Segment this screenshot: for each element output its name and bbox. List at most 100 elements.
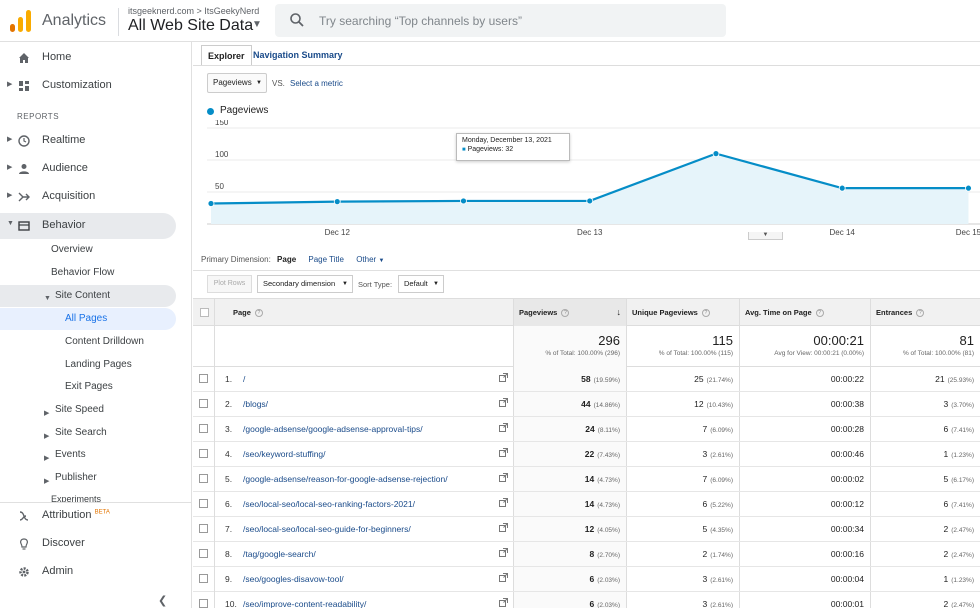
metric-dropdown[interactable]: Pageviews ▼ bbox=[207, 73, 267, 93]
help-icon[interactable]: ? bbox=[254, 309, 263, 318]
row-checkbox[interactable] bbox=[199, 549, 208, 558]
caret-down-icon[interactable]: ▼ bbox=[252, 19, 262, 30]
account-breadcrumb[interactable]: itsgeeknerd.com > ItsGeekyNerd bbox=[128, 6, 260, 16]
page-link[interactable]: /seo/local-seo/local-seo-ranking-factors… bbox=[243, 499, 415, 509]
open-external-icon[interactable] bbox=[499, 548, 508, 557]
pageviews-line-chart[interactable]: 50 100 150 Dec 12 Dec 13 Dec 14 Dec 15 bbox=[193, 120, 980, 235]
column-header-avg-time[interactable]: Avg. Time on Page? bbox=[739, 299, 870, 326]
row-number: 2. bbox=[225, 399, 233, 409]
sidebar-item-exit-pages[interactable]: Exit Pages bbox=[65, 381, 113, 392]
expand-icon[interactable]: ▶ bbox=[44, 433, 50, 440]
sort-type-dropdown[interactable]: Default ▼ bbox=[398, 275, 444, 293]
page-link[interactable]: /seo/keyword-stuffing/ bbox=[243, 449, 326, 459]
column-header-page[interactable]: Page? bbox=[214, 299, 513, 326]
property-selector[interactable]: All Web Site Data bbox=[128, 17, 254, 34]
plot-rows-button[interactable]: Plot Rows bbox=[207, 275, 252, 293]
secondary-dimension-dropdown[interactable]: Secondary dimension ▼ bbox=[257, 275, 353, 293]
expand-icon[interactable]: ▶ bbox=[7, 164, 13, 171]
select-metric-link[interactable]: Select a metric bbox=[290, 79, 343, 88]
sidebar-item-publisher[interactable]: ▶ Publisher bbox=[44, 472, 97, 494]
row-checkbox[interactable] bbox=[199, 474, 208, 483]
cell-value: 14 bbox=[584, 499, 595, 509]
open-external-icon[interactable] bbox=[499, 598, 508, 607]
sidebar-item-all-pages[interactable]: All Pages bbox=[65, 313, 108, 324]
sort-type-value: Default bbox=[404, 279, 428, 288]
expand-icon[interactable]: ▶ bbox=[7, 81, 13, 88]
column-header-entrances[interactable]: Entrances? bbox=[870, 299, 980, 326]
row-checkbox[interactable] bbox=[199, 574, 208, 583]
page-link[interactable]: /blogs/ bbox=[243, 399, 269, 409]
sidebar-item-customization[interactable]: ▶ Customization bbox=[0, 73, 176, 99]
dimension-page-title[interactable]: Page Title bbox=[308, 255, 344, 264]
page-link[interactable]: /google-adsense/reason-for-google-adsens… bbox=[243, 474, 448, 484]
row-checkbox[interactable] bbox=[199, 374, 208, 383]
dimension-other[interactable]: Other ▼ bbox=[356, 255, 384, 264]
table-row: 8./tag/google-search/8 (2.70%) 2 (1.74%) 00:… bbox=[193, 542, 980, 567]
open-external-icon[interactable] bbox=[499, 448, 508, 457]
page-link[interactable]: / bbox=[243, 374, 246, 384]
help-icon[interactable]: ? bbox=[815, 309, 824, 318]
page-link[interactable]: /seo/improve-content-readability/ bbox=[243, 599, 367, 608]
page-link[interactable]: /google-adsense/google-adsense-approval-… bbox=[243, 424, 423, 434]
row-checkbox[interactable] bbox=[199, 399, 208, 408]
row-checkbox[interactable] bbox=[199, 449, 208, 458]
cell-entrances: 2 (2.47%) bbox=[870, 542, 980, 566]
dimension-page[interactable]: Page bbox=[277, 255, 297, 264]
tooltip-date: Monday, December 13, 2021 bbox=[462, 137, 552, 144]
row-checkbox[interactable] bbox=[199, 499, 208, 508]
tab-navigation-summary[interactable]: Navigation Summary bbox=[253, 50, 343, 60]
sidebar-item-realtime[interactable]: ▶ Realtime bbox=[0, 128, 176, 154]
sidebar-item-content-drilldown[interactable]: Content Drilldown bbox=[65, 336, 144, 347]
sidebar-item-acquisition[interactable]: ▶ Acquisition bbox=[0, 184, 176, 210]
help-icon[interactable]: ? bbox=[561, 309, 570, 318]
column-header-unique-pageviews[interactable]: Unique Pageviews? bbox=[626, 299, 739, 326]
collapse-sidebar-icon[interactable]: ❮ bbox=[158, 595, 168, 607]
page-link[interactable]: /seo/googles-disavow-tool/ bbox=[243, 574, 344, 584]
row-checkbox[interactable] bbox=[199, 424, 208, 433]
sidebar-item-site-content[interactable]: ▼ Site Content bbox=[44, 290, 110, 312]
collapse-icon[interactable]: ▼ bbox=[44, 295, 51, 302]
sidebar-item-attribution[interactable]: Attribution BETA bbox=[0, 503, 176, 529]
open-external-icon[interactable] bbox=[499, 498, 508, 507]
tab-explorer[interactable]: Explorer bbox=[201, 45, 252, 65]
help-icon[interactable]: ? bbox=[916, 309, 925, 318]
expand-icon[interactable]: ▶ bbox=[44, 410, 50, 417]
sidebar-item-behavior[interactable]: ▼ Behavior bbox=[0, 213, 176, 239]
total-value: 00:00:21 bbox=[813, 333, 864, 348]
open-external-icon[interactable] bbox=[499, 573, 508, 582]
caret-down-icon: ▼ bbox=[378, 258, 385, 264]
open-external-icon[interactable] bbox=[499, 423, 508, 432]
search-bar[interactable]: Try searching “Top channels by users” bbox=[275, 4, 726, 37]
table-row: 2./blogs/44 (14.86%) 12 (10.43%) 00:00:38 3 (3… bbox=[193, 392, 980, 417]
page-link[interactable]: /seo/local-seo/local-seo-guide-for-begin… bbox=[243, 524, 411, 534]
analytics-logo-icon[interactable] bbox=[10, 10, 32, 32]
sidebar-item-experiments[interactable]: Experiments bbox=[51, 494, 102, 503]
sidebar-item-admin[interactable]: Admin bbox=[0, 559, 176, 585]
open-external-icon[interactable] bbox=[499, 523, 508, 532]
expand-icon[interactable]: ▶ bbox=[7, 192, 13, 199]
open-external-icon[interactable] bbox=[499, 373, 508, 382]
chart-resize-handle[interactable]: ▼ bbox=[748, 232, 783, 240]
column-header-pageviews[interactable]: Pageviews? ↓ bbox=[513, 299, 626, 326]
open-external-icon[interactable] bbox=[499, 473, 508, 482]
page-link[interactable]: /tag/google-search/ bbox=[243, 549, 316, 559]
sidebar-item-overview[interactable]: Overview bbox=[51, 244, 93, 255]
select-all-checkbox[interactable] bbox=[200, 308, 209, 317]
sidebar-item-site-search[interactable]: ▶ Site Search bbox=[44, 427, 107, 449]
sidebar-item-behavior-flow[interactable]: Behavior Flow bbox=[51, 267, 115, 278]
expand-icon[interactable]: ▶ bbox=[44, 478, 50, 485]
sidebar-item-site-speed[interactable]: ▶ Site Speed bbox=[44, 404, 104, 426]
row-checkbox[interactable] bbox=[199, 524, 208, 533]
expand-icon[interactable]: ▶ bbox=[7, 136, 13, 143]
sidebar-item-home[interactable]: Home bbox=[0, 45, 176, 71]
sidebar-item-landing-pages[interactable]: Landing Pages bbox=[65, 359, 132, 370]
row-checkbox[interactable] bbox=[199, 599, 208, 608]
dimension-other-label: Other bbox=[356, 255, 377, 264]
sidebar-item-events[interactable]: ▶ Events bbox=[44, 449, 86, 471]
sidebar-item-discover[interactable]: Discover bbox=[0, 531, 176, 557]
sidebar-item-audience[interactable]: ▶ Audience bbox=[0, 156, 176, 182]
help-icon[interactable]: ? bbox=[701, 309, 710, 318]
expand-icon[interactable]: ▶ bbox=[44, 455, 50, 462]
collapse-icon[interactable]: ▼ bbox=[7, 220, 14, 227]
open-external-icon[interactable] bbox=[499, 398, 508, 407]
